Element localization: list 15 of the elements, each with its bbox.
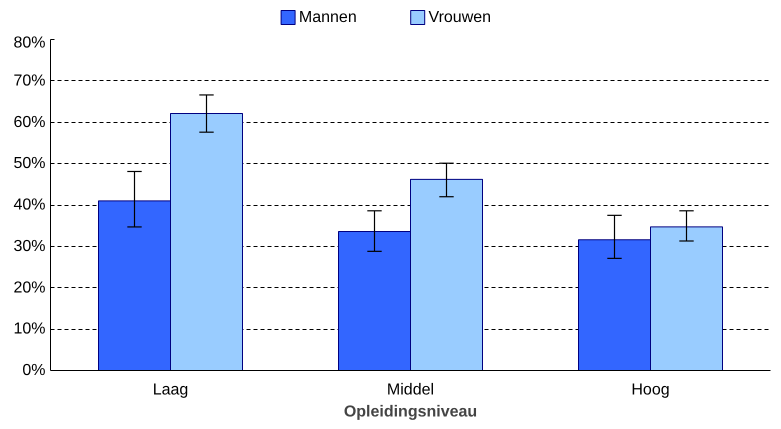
legend-label: Mannen [298, 9, 357, 26]
y-tick-label: 60% [13, 114, 46, 131]
y-tick-label: 10% [13, 320, 46, 338]
x-axis-title: Opleidingsniveau [344, 404, 478, 420]
y-tick-label: 70% [13, 72, 46, 90]
y-tick-label: 80% [13, 34, 46, 52]
y-tick-label: 50% [13, 155, 46, 172]
y-tick-label: 40% [13, 196, 46, 214]
x-tick-label: Hoog [631, 382, 670, 398]
x-tick-label: Middel [386, 382, 434, 398]
y-tick-label: 0% [22, 362, 46, 379]
x-tick-label: Laag [152, 382, 188, 398]
legend-label: Vrouwen [428, 9, 492, 26]
y-tick-label: 30% [13, 238, 46, 255]
y-tick-label: 20% [13, 279, 46, 296]
